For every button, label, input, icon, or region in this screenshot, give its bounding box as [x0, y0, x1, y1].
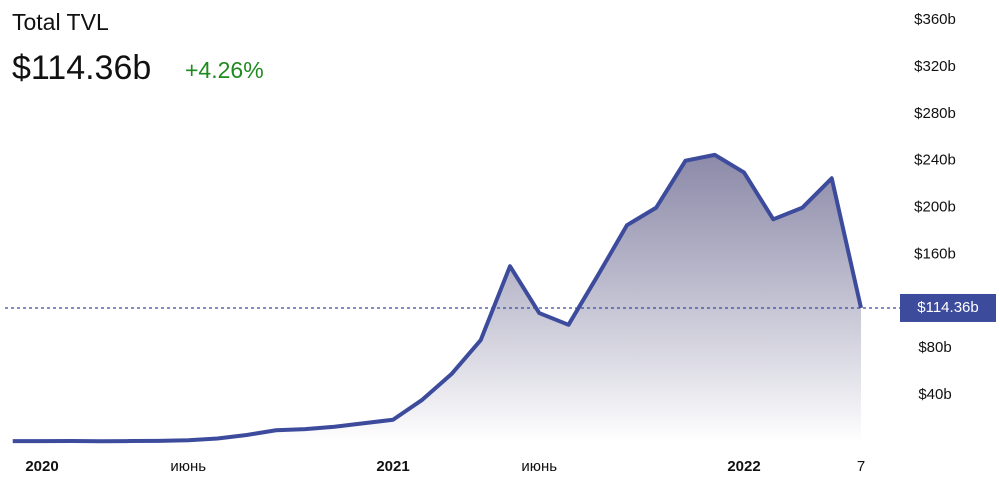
x-tick-label: июнь — [521, 458, 557, 475]
y-tick-label: $320b — [914, 58, 956, 75]
area — [12, 154, 861, 443]
y-tick-label: $40b — [918, 386, 951, 403]
y-tick-label: $200b — [914, 199, 956, 216]
x-tick-label: 2022 — [727, 458, 760, 475]
y-tick-label: $240b — [914, 152, 956, 169]
current-badge-label: $114.36b — [917, 299, 978, 316]
x-tick-label: 2021 — [376, 458, 409, 475]
y-tick-label: $160b — [914, 245, 956, 262]
current-badge — [900, 293, 996, 322]
current-value: $114.36b — [12, 49, 151, 87]
change: +4.26% — [185, 57, 264, 83]
x-tick-label: 7 — [857, 458, 865, 475]
y-tick-label: $80b — [918, 339, 951, 356]
y-tick-label: $360b — [914, 11, 956, 28]
y-tick-label: $280b — [914, 105, 956, 122]
x-tick-label: 2020 — [25, 458, 58, 475]
line — [12, 152, 863, 444]
x-tick-label: июнь — [170, 458, 206, 475]
chart-title: Total TVL — [12, 9, 109, 35]
